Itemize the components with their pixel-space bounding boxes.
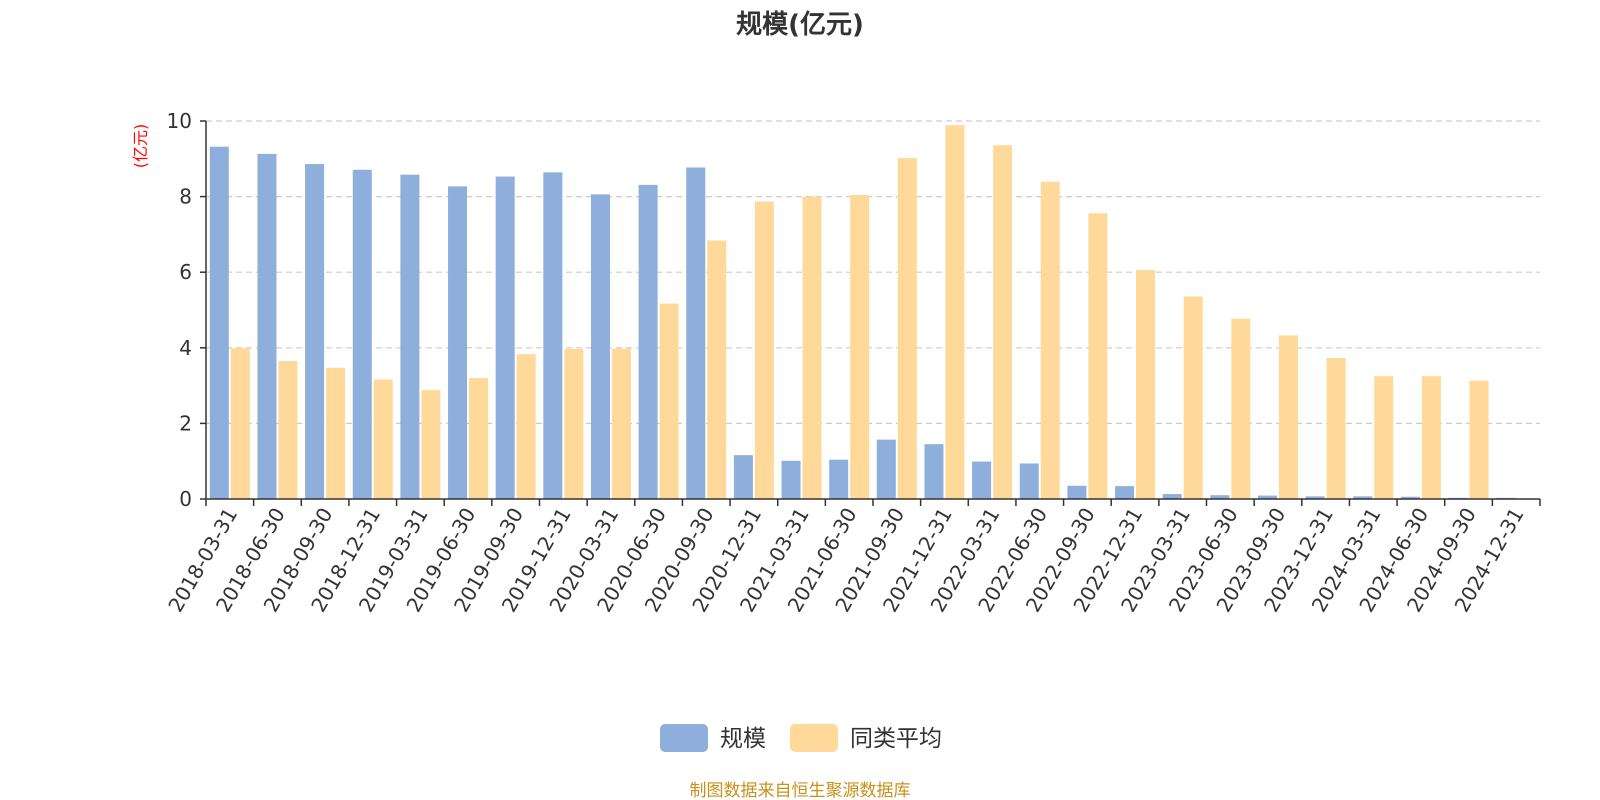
bar-peer-average: [1469, 380, 1489, 499]
bar-scale: [257, 153, 277, 500]
bar-peer-average: [1183, 296, 1203, 499]
bar-peer-average: [230, 348, 250, 499]
bar-peer-average: [516, 354, 536, 499]
bar-peer-average: [1278, 335, 1298, 499]
bar-scale: [543, 172, 563, 499]
bar-peer-average: [1040, 181, 1060, 499]
bar-scale: [1210, 495, 1230, 499]
bar-scale: [352, 169, 372, 499]
bar-scale: [305, 164, 325, 500]
bar-scale: [209, 146, 229, 500]
legend-swatch-scale: [660, 724, 708, 752]
x-tick-labels: 2018-03-312018-06-302018-09-302018-12-31…: [163, 504, 1528, 617]
bar-scale: [448, 186, 468, 500]
bar-peer-average: [897, 158, 917, 499]
bar-scale: [924, 444, 944, 499]
bar-scale: [876, 439, 896, 499]
bar-peer-average: [1326, 358, 1346, 499]
bar-peer-average: [1421, 376, 1441, 499]
bar-peer-average: [1088, 213, 1108, 499]
bar-scale: [972, 461, 992, 499]
bar-scale: [1257, 495, 1277, 499]
bar-peer-average: [850, 195, 870, 499]
y-tick-label: 10: [167, 109, 192, 133]
y-tick-label: 8: [179, 185, 192, 209]
bar-scale: [781, 460, 801, 499]
legend: 规模 同类平均: [660, 724, 942, 752]
bar-scale: [1019, 463, 1039, 499]
bar-peer-average: [1136, 269, 1156, 499]
legend-label-scale: 规模: [720, 726, 766, 752]
bar-peer-average: [993, 145, 1013, 499]
y-tick-labels: 0 2 4 6 8 10: [167, 109, 192, 511]
bar-scale: [638, 184, 658, 499]
bar-peer-average: [326, 367, 346, 499]
y-tick-label: 6: [179, 260, 192, 284]
bar-peer-average: [1374, 376, 1394, 499]
legend-swatch-peer-average: [790, 724, 838, 752]
y-tick-label: 0: [179, 487, 192, 511]
bar-peer-average: [945, 125, 965, 500]
bar-scale: [1353, 496, 1373, 499]
y-axis-label: (亿元): [131, 124, 150, 169]
bar-peer-average: [802, 196, 822, 499]
bar-scale: [733, 455, 753, 499]
bar-scale: [1067, 485, 1087, 499]
bar-peer-average: [707, 240, 727, 499]
bar-scale: [1115, 486, 1135, 499]
axes: [200, 120, 1541, 506]
bar-peer-average: [421, 390, 441, 499]
bars: [209, 125, 1516, 500]
bar-peer-average: [1231, 318, 1251, 499]
bar-scale: [400, 174, 420, 499]
bar-scale: [1305, 496, 1325, 499]
bar-peer-average: [564, 348, 584, 499]
bar-peer-average: [373, 379, 393, 499]
source-note: 制图数据来自恒生聚源数据库: [690, 781, 911, 800]
bar-scale: [1162, 494, 1182, 499]
bar-scale: [590, 194, 610, 499]
bar-peer-average: [278, 361, 298, 499]
legend-label-peer-average: 同类平均: [850, 726, 942, 752]
bar-peer-average: [611, 348, 631, 499]
y-tick-label: 4: [179, 336, 192, 360]
bar-scale: [1400, 496, 1420, 499]
bar-peer-average: [659, 303, 679, 499]
bar-scale: [686, 167, 706, 499]
bar-scale: [829, 459, 849, 499]
bar-scale: [495, 176, 515, 500]
chart-title: 规模(亿元): [736, 10, 864, 40]
y-tick-label: 2: [179, 411, 192, 435]
bar-peer-average: [469, 378, 489, 499]
bar-peer-average: [754, 201, 774, 499]
